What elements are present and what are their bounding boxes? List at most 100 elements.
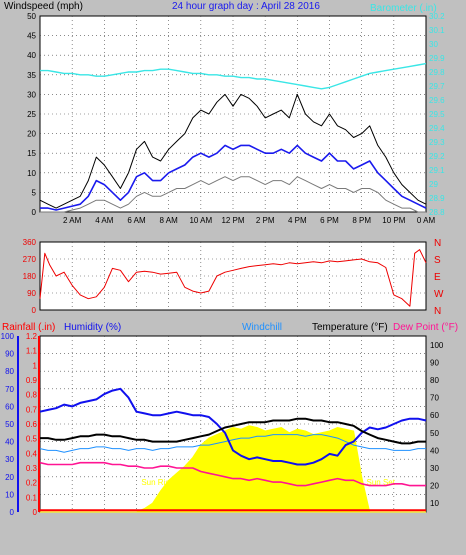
wind-y-tick-label: 25 [27, 110, 36, 119]
barometer-line [40, 62, 427, 90]
dewpoint-title: Dew Point (°F) [393, 322, 458, 333]
compass-tick-label: S [434, 255, 441, 266]
rainfall-tick-label: 0.1 [26, 493, 38, 502]
wind-y-tick-label: 45 [27, 32, 36, 41]
direction-y-tick-label: 270 [23, 255, 37, 264]
rainfall-tick-label: 0.6 [26, 420, 38, 429]
barometer-tick-label: 29 [429, 180, 438, 189]
rainfall-tick-label: 0.8 [26, 391, 38, 400]
barometer-tick-label: 30.2 [429, 12, 445, 21]
rainfall-tick-label: 0.3 [26, 464, 38, 473]
direction-y-tick-label: 180 [23, 272, 37, 281]
barometer-title: Barometer (.in) [370, 3, 437, 14]
wind-x-tick-label: 2 AM [63, 216, 82, 225]
humidity-tick-label: 50 [5, 420, 14, 429]
rainfall-tick-label: 1 [33, 361, 38, 370]
compass-tick-label: W [434, 289, 444, 300]
wind-x-tick-label: 4 PM [288, 216, 307, 225]
solar-area [40, 425, 426, 513]
wind-x-tick-label: 6 AM [127, 216, 146, 225]
rainfall-tick-label: 0.4 [26, 449, 38, 458]
wind-y-tick-label: 15 [27, 149, 36, 158]
rainfall-tick-label: 0 [33, 508, 38, 517]
humidity-tick-label: 90 [5, 350, 14, 359]
windchill-line [39, 434, 426, 453]
rainfall-tick-label: 1.2 [26, 332, 38, 341]
direction-y-tick-label: 360 [23, 238, 37, 247]
wind-x-tick-label: 0 AM [417, 216, 436, 225]
graph-day-title: 24 hour graph day : April 28 2016 [172, 1, 320, 12]
rainfall-tick-label: 0.5 [26, 435, 38, 444]
compass-tick-label: E [434, 272, 441, 283]
barometer-tick-label: 29.9 [429, 54, 445, 63]
barometer-tick-label: 29.3 [429, 138, 445, 147]
temperature-tick-label: 100 [430, 341, 444, 350]
wind-x-tick-label: 4 AM [95, 216, 114, 225]
temperature-tick-label: 20 [430, 482, 439, 491]
barometer-tick-label: 29.1 [429, 166, 445, 175]
wind-y-tick-label: 30 [27, 90, 36, 99]
temperature-tick-label: 60 [430, 411, 439, 420]
wind-x-tick-label: 12 PM [221, 216, 244, 225]
wind-y-tick-label: 35 [27, 71, 36, 80]
temperature-tick-label: 50 [430, 429, 439, 438]
barometer-tick-label: 28.8 [429, 208, 445, 217]
wind-x-tick-label: 10 AM [189, 216, 212, 225]
temperature-tick-label: 70 [430, 394, 439, 403]
humidity-tick-label: 30 [5, 455, 14, 464]
wind-gust-line [39, 93, 427, 209]
temperature-line [40, 417, 426, 445]
temperature-tick-label: 90 [430, 358, 439, 367]
barometer-tick-label: 29.6 [429, 96, 445, 105]
wind-y-tick-label: 20 [27, 130, 36, 139]
rainfall-title: Rainfall (.in) [2, 322, 55, 333]
wind-low-line [40, 176, 426, 213]
barometer-tick-label: 28.9 [429, 194, 445, 203]
windspeed-title: Windspeed (mph) [4, 1, 83, 12]
wind-x-tick-label: 6 PM [320, 216, 339, 225]
barometer-tick-label: 30.1 [429, 26, 445, 35]
rainfall-tick-label: 0.7 [26, 405, 38, 414]
temperature-title: Temperature (°F) [312, 322, 388, 333]
wind-y-tick-label: 0 [32, 208, 37, 217]
wind-x-tick-label: 8 AM [160, 216, 179, 225]
barometer-tick-label: 29.4 [429, 124, 445, 133]
barometer-tick-label: 29.5 [429, 110, 445, 119]
barometer-tick-label: 30 [429, 40, 438, 49]
barometer-tick-label: 29.8 [429, 68, 445, 77]
wind-y-tick-label: 40 [27, 51, 36, 60]
humidity-title: Humidity (%) [64, 322, 121, 333]
barometer-tick-label: 29.2 [429, 152, 445, 161]
compass-tick-label: N [434, 238, 441, 249]
rainfall-tick-label: 0.9 [26, 376, 38, 385]
wind-x-tick-label: 10 PM [382, 216, 405, 225]
humidity-tick-label: 60 [5, 402, 14, 411]
chart-panels: 0510152025303540455028.828.92929.129.229… [1, 12, 445, 517]
wind-x-tick-label: 8 PM [352, 216, 371, 225]
humidity-tick-label: 10 [5, 490, 14, 499]
temperature-tick-label: 40 [430, 446, 439, 455]
dewpoint-line [39, 461, 426, 487]
wind-y-tick-label: 10 [27, 169, 36, 178]
humidity-tick-label: 0 [10, 508, 15, 517]
windchill-title: Windchill [242, 322, 282, 333]
temperature-tick-label: 80 [430, 376, 439, 385]
humidity-tick-label: 100 [1, 332, 15, 341]
humidity-tick-label: 20 [5, 473, 14, 482]
temperature-tick-label: 10 [430, 499, 439, 508]
sun-set-label: Sun Set [366, 478, 395, 487]
compass-tick-label: N [434, 306, 441, 317]
rainfall-tick-label: 1.1 [26, 347, 38, 356]
direction-line [39, 249, 427, 307]
humidity-line [39, 387, 427, 466]
wind-y-tick-label: 50 [27, 12, 36, 21]
direction-y-tick-label: 0 [32, 306, 37, 315]
humidity-tick-label: 70 [5, 385, 14, 394]
humidity-tick-label: 40 [5, 438, 14, 447]
rainfall-tick-label: 0.2 [26, 479, 38, 488]
wind-y-tick-label: 5 [32, 188, 37, 197]
temperature-tick-label: 30 [430, 464, 439, 473]
sun-rise-label: Sun Rise [141, 478, 174, 487]
